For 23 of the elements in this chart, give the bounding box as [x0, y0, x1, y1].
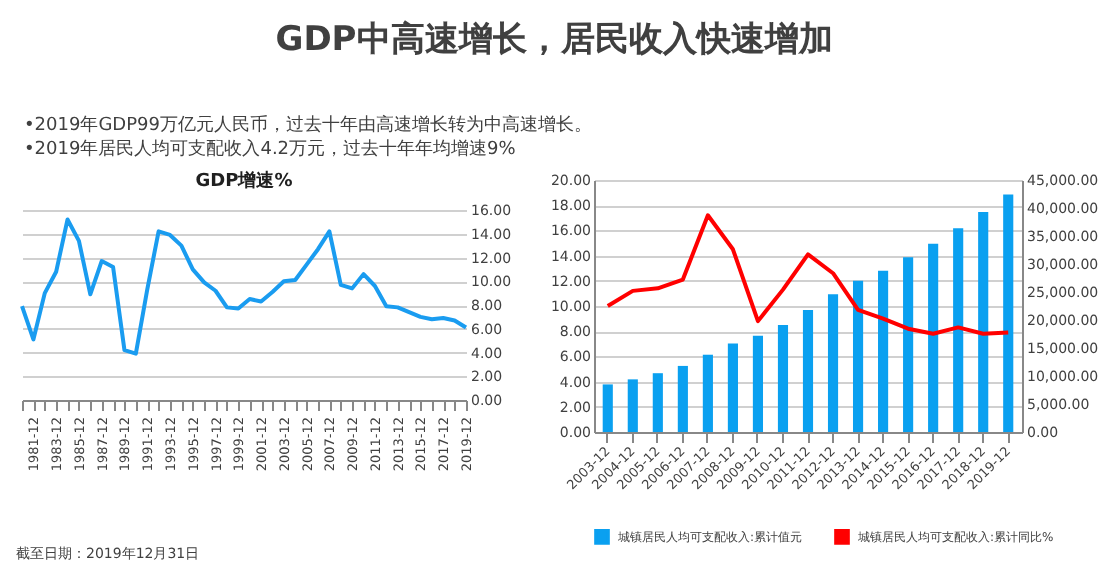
bar	[953, 228, 964, 432]
bar	[627, 379, 638, 432]
chart-title: GDP增速%	[195, 170, 293, 192]
bar	[903, 257, 914, 432]
bar	[852, 280, 864, 432]
bar	[677, 365, 688, 432]
bar	[652, 373, 663, 432]
text: •2019年居民人均可支配收入4.2万元，过去十年年均增速9%	[24, 138, 518, 162]
bar	[752, 335, 764, 432]
bar	[878, 270, 889, 432]
bar	[978, 211, 989, 432]
text: •2019年GDP99万亿元人民币，过去十年由高速增长转为中高速增长。	[24, 114, 592, 138]
bar	[827, 294, 839, 432]
line-series	[605, 213, 1011, 336]
bar	[802, 309, 814, 432]
bar	[727, 343, 738, 432]
bar	[928, 243, 939, 432]
text: GDP中高速增长，居民收入快速增加	[273, 18, 835, 62]
bar	[777, 325, 789, 432]
bar	[702, 354, 713, 432]
line-series	[20, 217, 468, 356]
bar	[1003, 194, 1014, 432]
bar	[602, 384, 613, 432]
